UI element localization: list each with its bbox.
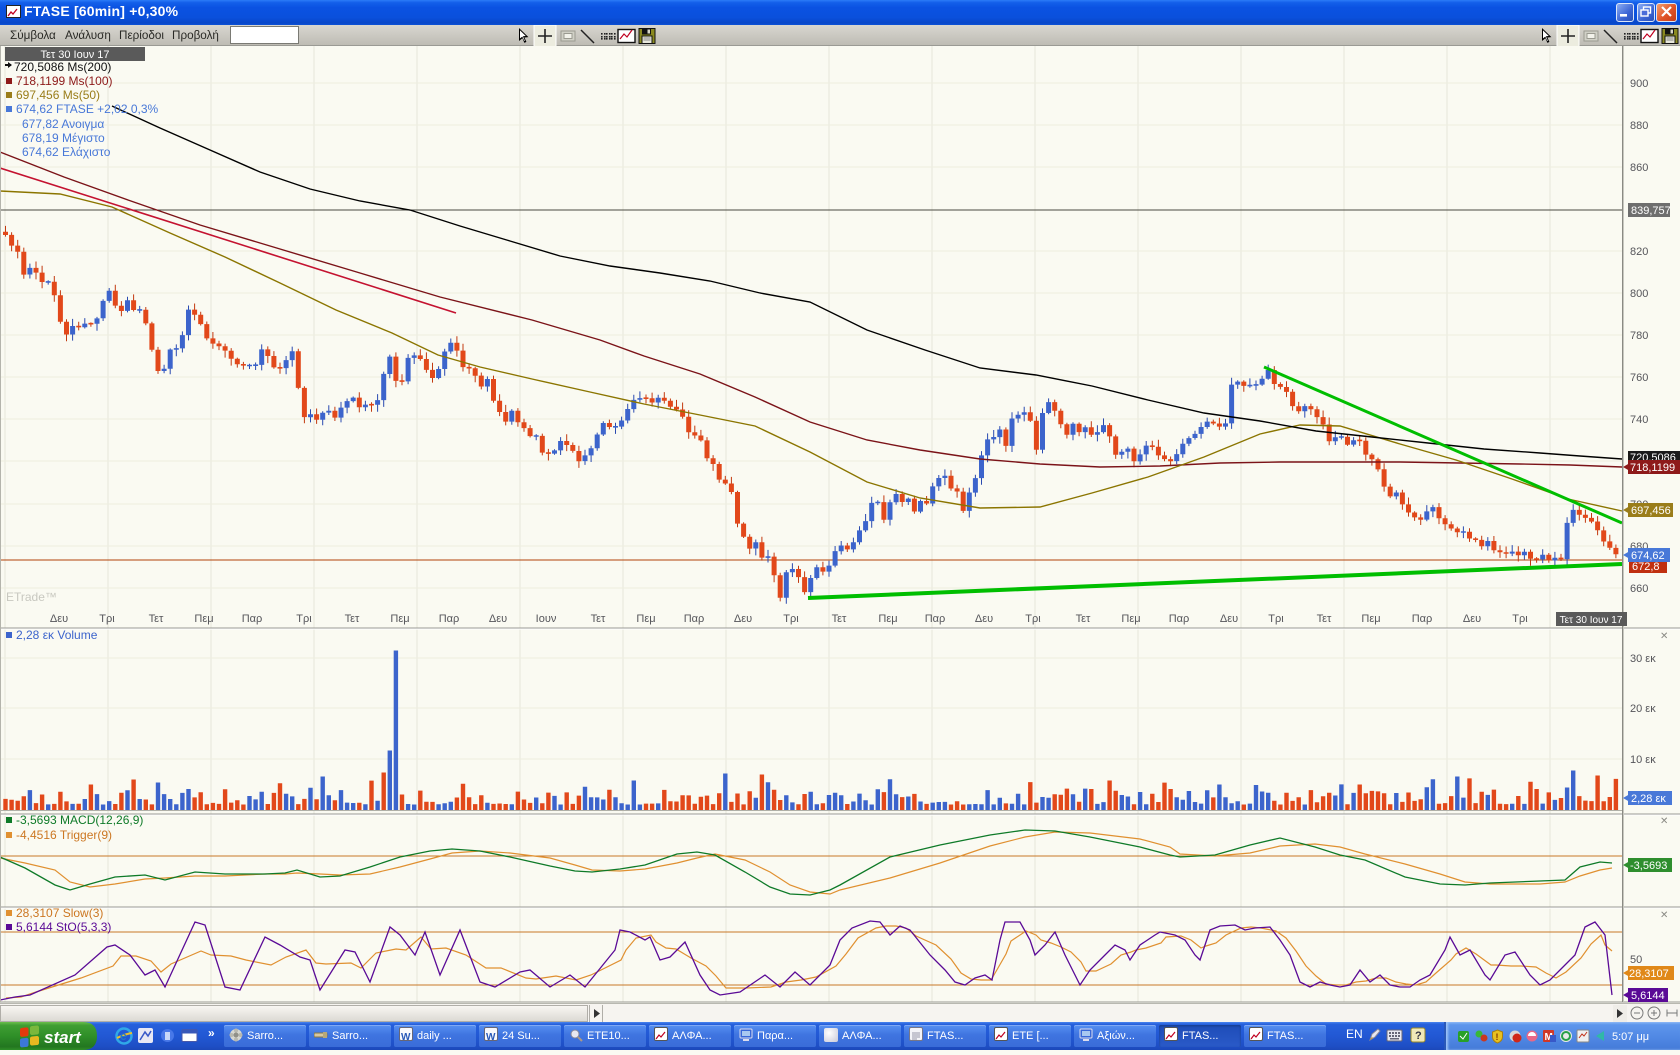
svg-text:Τρι: Τρι bbox=[99, 613, 115, 625]
svg-text:677,82 Ανοιγμα: 677,82 Ανοιγμα bbox=[22, 117, 104, 131]
svg-text:Παρ: Παρ bbox=[1169, 613, 1190, 625]
svg-text:Πεμ: Πεμ bbox=[194, 613, 213, 625]
svg-text:Παρ: Παρ bbox=[1412, 613, 1433, 625]
svg-text:Τετ 30 Ιουν 17: Τετ 30 Ιουν 17 bbox=[40, 49, 109, 61]
svg-text:880: 880 bbox=[1630, 120, 1648, 132]
svg-text:Τετ: Τετ bbox=[1076, 613, 1091, 625]
svg-text:5:07 μμ: 5:07 μμ bbox=[1612, 1031, 1649, 1043]
svg-text:ETrade™: ETrade™ bbox=[6, 590, 57, 604]
svg-text:Πεμ: Πεμ bbox=[1361, 613, 1380, 625]
svg-text:Τρι: Τρι bbox=[296, 613, 312, 625]
svg-text:839,757: 839,757 bbox=[1631, 205, 1671, 217]
svg-text:674,62 FTASE +2,02 0,3%: 674,62 FTASE +2,02 0,3% bbox=[16, 102, 159, 116]
svg-text:760: 760 bbox=[1630, 372, 1648, 384]
svg-text:Πεμ: Πεμ bbox=[878, 613, 897, 625]
svg-text:Τετ: Τετ bbox=[591, 613, 606, 625]
svg-text:50: 50 bbox=[1630, 954, 1642, 966]
svg-text:678,19 Μέγιστο: 678,19 Μέγιστο bbox=[22, 131, 105, 145]
svg-text:697,456: 697,456 bbox=[1631, 505, 1671, 517]
svg-text:660: 660 bbox=[1630, 583, 1648, 595]
svg-text:718,1199 Ms(100): 718,1199 Ms(100) bbox=[16, 74, 113, 88]
svg-text:780: 780 bbox=[1630, 330, 1648, 342]
svg-text:Τρι: Τρι bbox=[1025, 613, 1041, 625]
svg-text:674,62 Ελάχιστο: 674,62 Ελάχιστο bbox=[22, 145, 111, 159]
svg-text:start: start bbox=[44, 1028, 82, 1047]
svg-text:674,62: 674,62 bbox=[1631, 550, 1665, 562]
svg-text:Τετ: Τετ bbox=[832, 613, 847, 625]
svg-text:Παρ: Παρ bbox=[439, 613, 460, 625]
svg-text:20 εκ: 20 εκ bbox=[1630, 703, 1656, 715]
svg-text:?: ? bbox=[1415, 1030, 1422, 1042]
svg-text:Τρι: Τρι bbox=[1268, 613, 1284, 625]
svg-text:Δευ: Δευ bbox=[489, 613, 507, 625]
svg-text:800: 800 bbox=[1630, 288, 1648, 300]
svg-text:-4,4516 Trigger(9): -4,4516 Trigger(9) bbox=[16, 828, 112, 842]
svg-text:»: » bbox=[208, 1026, 215, 1040]
svg-text:2,28 εκ Volume: 2,28 εκ Volume bbox=[16, 628, 98, 642]
svg-text:M: M bbox=[1545, 1032, 1553, 1043]
svg-text:e: e bbox=[120, 1029, 127, 1043]
svg-text:Παρ: Παρ bbox=[242, 613, 263, 625]
svg-text:Πεμ: Πεμ bbox=[390, 613, 409, 625]
svg-text:Τετ 30 Ιουν 17: Τετ 30 Ιουν 17 bbox=[1560, 615, 1623, 626]
svg-text:697,456 Ms(50): 697,456 Ms(50) bbox=[16, 88, 100, 102]
svg-text:Δευ: Δευ bbox=[975, 613, 993, 625]
svg-text:900: 900 bbox=[1630, 78, 1648, 90]
svg-text:28,3107 Slow(3): 28,3107 Slow(3) bbox=[16, 906, 103, 920]
svg-text:Πεμ: Πεμ bbox=[636, 613, 655, 625]
svg-text:28,3107: 28,3107 bbox=[1629, 968, 1669, 980]
svg-text:Παρ: Παρ bbox=[684, 613, 705, 625]
svg-text:Τρι: Τρι bbox=[1512, 613, 1528, 625]
svg-text:720,5086 Ms(200): 720,5086 Ms(200) bbox=[14, 60, 111, 74]
svg-text:Τετ: Τετ bbox=[1317, 613, 1332, 625]
svg-text:Πεμ: Πεμ bbox=[1121, 613, 1140, 625]
svg-text:✕: ✕ bbox=[1660, 910, 1668, 921]
svg-text:Παρ: Παρ bbox=[925, 613, 946, 625]
svg-text:-3,5693: -3,5693 bbox=[1630, 860, 1667, 872]
svg-text:Τετ: Τετ bbox=[345, 613, 360, 625]
svg-text:2,28 εκ: 2,28 εκ bbox=[1631, 793, 1666, 805]
svg-text:✕: ✕ bbox=[1660, 816, 1668, 827]
svg-text:W: W bbox=[486, 1032, 496, 1042]
svg-text:5,6144: 5,6144 bbox=[1631, 990, 1665, 1002]
svg-text:!: ! bbox=[1496, 1032, 1499, 1042]
svg-text:820: 820 bbox=[1630, 246, 1648, 258]
svg-text:Δευ: Δευ bbox=[1220, 613, 1238, 625]
svg-text:Δευ: Δευ bbox=[1463, 613, 1481, 625]
svg-text:10 εκ: 10 εκ bbox=[1630, 754, 1656, 766]
svg-text:W: W bbox=[401, 1032, 411, 1042]
svg-text:✕: ✕ bbox=[1660, 631, 1668, 642]
svg-text:Ιουν: Ιουν bbox=[536, 613, 557, 625]
svg-text:Δευ: Δευ bbox=[734, 613, 752, 625]
svg-text:718,1199: 718,1199 bbox=[1630, 462, 1675, 474]
svg-text:Τρι: Τρι bbox=[783, 613, 799, 625]
svg-text:5,6144 StO(5,3,3): 5,6144 StO(5,3,3) bbox=[16, 920, 111, 934]
svg-text:672,8: 672,8 bbox=[1632, 561, 1660, 573]
svg-text:860: 860 bbox=[1630, 162, 1648, 174]
svg-text:30 εκ: 30 εκ bbox=[1630, 653, 1656, 665]
svg-text:740: 740 bbox=[1630, 414, 1648, 426]
svg-text:Τετ: Τετ bbox=[149, 613, 164, 625]
svg-text:Δευ: Δευ bbox=[50, 613, 68, 625]
svg-text:-3,5693 MACD(12,26,9): -3,5693 MACD(12,26,9) bbox=[16, 813, 143, 827]
